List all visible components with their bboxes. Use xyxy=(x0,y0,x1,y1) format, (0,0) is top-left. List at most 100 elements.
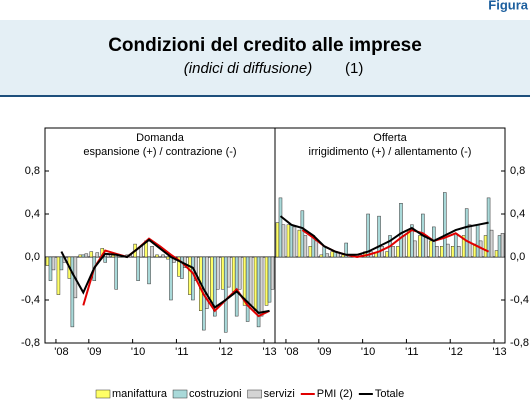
legend-label: costruzioni xyxy=(189,388,242,400)
bar xyxy=(70,256,75,328)
bar xyxy=(191,256,195,301)
line-series xyxy=(60,238,270,314)
legend-label: servizi xyxy=(264,388,295,400)
y-tick-label: 0,4 xyxy=(25,208,40,220)
bar xyxy=(264,256,269,306)
bar xyxy=(114,256,118,290)
x-tick-label: '08 xyxy=(284,346,298,358)
bar xyxy=(325,253,330,258)
bar xyxy=(231,256,236,292)
y-tick-label: 0,8 xyxy=(25,165,40,177)
bar xyxy=(300,210,305,258)
panel-subtitle: irrigidimento (+) / allentamento (-) xyxy=(309,146,472,158)
bar xyxy=(48,256,53,281)
x-tick-label: '09 xyxy=(317,346,331,358)
bar xyxy=(205,256,209,309)
bar xyxy=(226,256,231,288)
x-tick-label: '11 xyxy=(175,346,189,358)
y-tick-label: 0,8 xyxy=(510,165,525,177)
bar xyxy=(56,256,61,295)
bar xyxy=(413,240,417,258)
legend-label: PMI (2) xyxy=(317,388,353,400)
bar xyxy=(188,256,192,295)
bar xyxy=(453,233,458,258)
bar xyxy=(267,256,272,303)
bar xyxy=(136,256,140,281)
bar xyxy=(399,203,403,258)
y-tick-label: 0,0 xyxy=(510,251,525,263)
bar xyxy=(446,243,450,258)
panel-title: Offerta xyxy=(373,132,407,144)
x-tick-label: '09 xyxy=(87,346,101,358)
x-tick-label: '08 xyxy=(54,346,68,358)
bar xyxy=(402,235,406,258)
panel-title: Domanda xyxy=(136,132,185,144)
line-series xyxy=(82,237,270,318)
legend-swatch xyxy=(95,389,111,399)
bar xyxy=(483,235,488,258)
bar xyxy=(270,256,275,290)
bar xyxy=(103,256,107,263)
line-series xyxy=(301,229,490,259)
bar xyxy=(297,229,302,258)
bar xyxy=(429,240,433,258)
header-band xyxy=(0,20,530,96)
bar xyxy=(497,235,502,258)
bar xyxy=(494,250,499,258)
bar xyxy=(344,242,348,258)
y-tick-label: -0,8 xyxy=(21,337,40,349)
bar xyxy=(500,233,505,258)
bar xyxy=(278,197,283,258)
bar xyxy=(424,235,428,258)
bar xyxy=(486,197,491,258)
bar xyxy=(281,224,286,258)
bar xyxy=(377,215,381,258)
legend-swatch xyxy=(247,389,262,399)
y-tick-label: 0,0 xyxy=(25,251,40,263)
line-series xyxy=(279,215,489,256)
bar xyxy=(292,226,297,258)
bar xyxy=(78,254,83,258)
bar xyxy=(220,256,225,290)
y-tick-label: -0,4 xyxy=(510,294,529,306)
chart-subtitle: (indici di diffusione) xyxy=(184,60,312,77)
bar xyxy=(366,213,370,258)
bar xyxy=(391,246,395,258)
bar xyxy=(475,224,480,258)
bar xyxy=(443,192,447,258)
bar xyxy=(150,246,154,258)
bar xyxy=(155,254,159,258)
bar xyxy=(330,251,334,258)
bar xyxy=(319,254,324,258)
bar xyxy=(84,253,89,258)
bar xyxy=(418,235,422,258)
bar xyxy=(385,251,389,258)
bar xyxy=(407,229,411,258)
bar xyxy=(216,256,220,290)
x-tick-label: '10 xyxy=(131,346,145,358)
bar xyxy=(81,254,86,258)
bar xyxy=(275,222,280,258)
bar xyxy=(210,256,214,306)
bar xyxy=(464,208,469,258)
bar xyxy=(237,256,242,290)
legend-label: manifattura xyxy=(112,388,168,400)
bar xyxy=(245,256,250,322)
x-tick-label: '13 xyxy=(262,346,276,358)
bar xyxy=(169,256,173,301)
legend-label: Totale xyxy=(375,388,404,400)
legend-swatch xyxy=(172,389,188,399)
y-tick-label: -0,4 xyxy=(21,294,40,306)
bar xyxy=(440,246,444,258)
bar xyxy=(51,256,56,271)
bar xyxy=(259,256,264,317)
bar xyxy=(489,229,494,258)
chart-note: (1) xyxy=(345,60,363,77)
bar xyxy=(308,246,313,258)
bar xyxy=(435,246,439,258)
bar xyxy=(303,235,308,258)
bar xyxy=(147,256,151,285)
bar xyxy=(314,240,319,258)
y-tick-label: 0,4 xyxy=(510,208,525,220)
